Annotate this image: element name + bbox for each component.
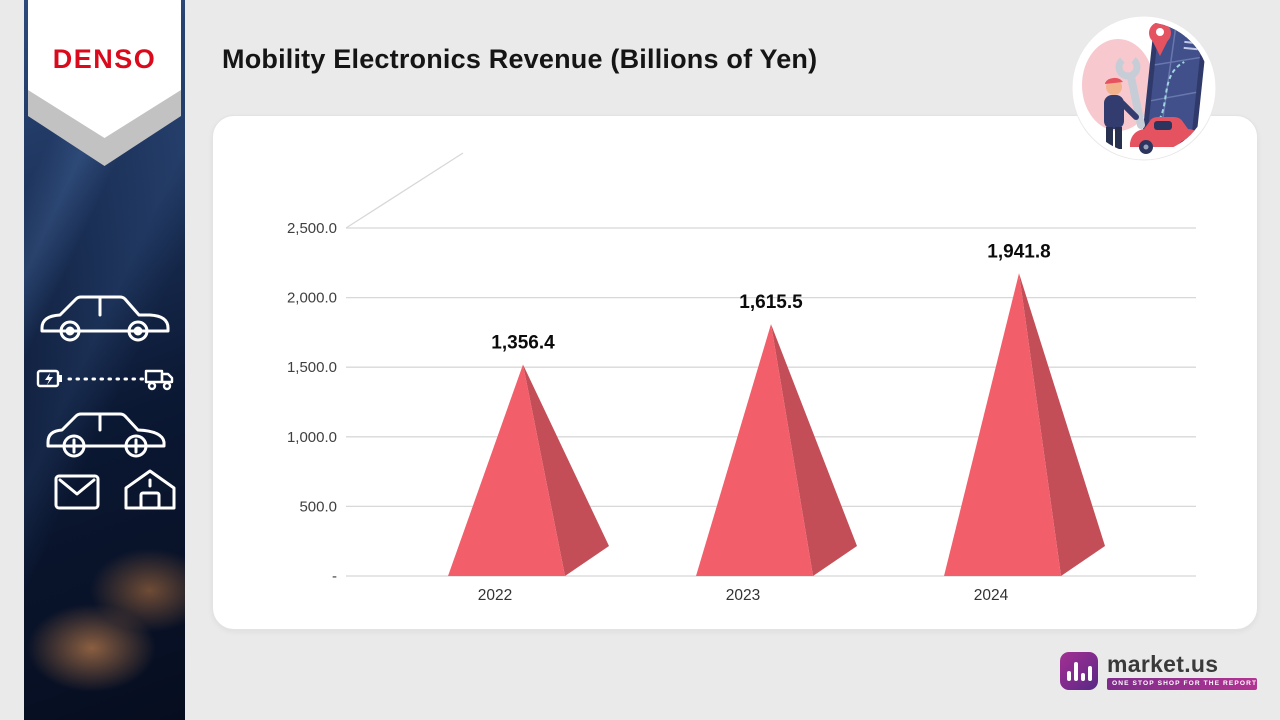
y-tick-label: 1,000.0 xyxy=(287,429,337,446)
x-tick-label-2022: 2022 xyxy=(478,587,512,604)
pyramid-side-2022 xyxy=(523,364,609,576)
y-tick-label: 500.0 xyxy=(299,498,337,515)
sedan-car-icon xyxy=(40,295,170,342)
parcel-house-row-icon xyxy=(54,469,176,510)
marketus-wordmark: market.us xyxy=(1107,651,1219,677)
car-icon xyxy=(46,412,166,458)
mechanic-figure xyxy=(1104,77,1139,149)
denso-logo: DENSO xyxy=(52,44,157,74)
pyramid-2022 xyxy=(448,364,565,576)
marketus-logo: market.us ONE STOP SHOP FOR THE REPORTS xyxy=(1060,652,1257,690)
brand-ribbon xyxy=(28,0,181,166)
y-tick-label: - xyxy=(332,568,337,585)
wrench-icon xyxy=(1115,54,1145,129)
car-service-badge xyxy=(1071,15,1217,195)
parcel-box-icon xyxy=(54,474,100,510)
battery-truck-row-icon xyxy=(36,369,174,391)
data-label-2022: 1,356.4 xyxy=(491,333,555,354)
chart-card: 2,500.0 2,000.0 1,500.0 1,000.0 500.0 - 1,356.… xyxy=(212,115,1258,630)
page-title: Mobility Electronics Revenue (Billions o… xyxy=(222,44,818,74)
location-pin-icon xyxy=(1149,22,1171,56)
data-label-2023: 1,615.5 xyxy=(739,292,803,313)
ribbon-front xyxy=(28,0,181,138)
pyramid-2024 xyxy=(944,273,1061,576)
y-tick-label: 1,500.0 xyxy=(287,359,337,376)
sidebar-photo-strip: DENSO xyxy=(24,0,185,720)
data-label-2024: 1,941.8 xyxy=(987,241,1050,262)
pyramid-side-2024 xyxy=(1019,273,1105,576)
y-tick-label: 2,000.0 xyxy=(287,290,337,307)
badge-illustration xyxy=(1082,22,1208,154)
delivery-truck-icon xyxy=(144,369,174,391)
y-tick-label: 2,500.0 xyxy=(287,220,337,237)
revenue-pyramid-chart: 2,500.0 2,000.0 1,500.0 1,000.0 500.0 - 1,356.… xyxy=(287,152,1196,604)
charging-house-icon xyxy=(124,469,176,510)
pyramid-2023 xyxy=(696,324,813,576)
perspective-edge xyxy=(345,152,464,229)
pyramid-side-2023 xyxy=(771,324,857,576)
x-tick-label-2024: 2024 xyxy=(974,587,1009,604)
marketus-logo-icon xyxy=(1060,652,1098,690)
marketus-tagline: ONE STOP SHOP FOR THE REPORTS xyxy=(1107,678,1257,690)
x-tick-label-2023: 2023 xyxy=(726,587,760,604)
